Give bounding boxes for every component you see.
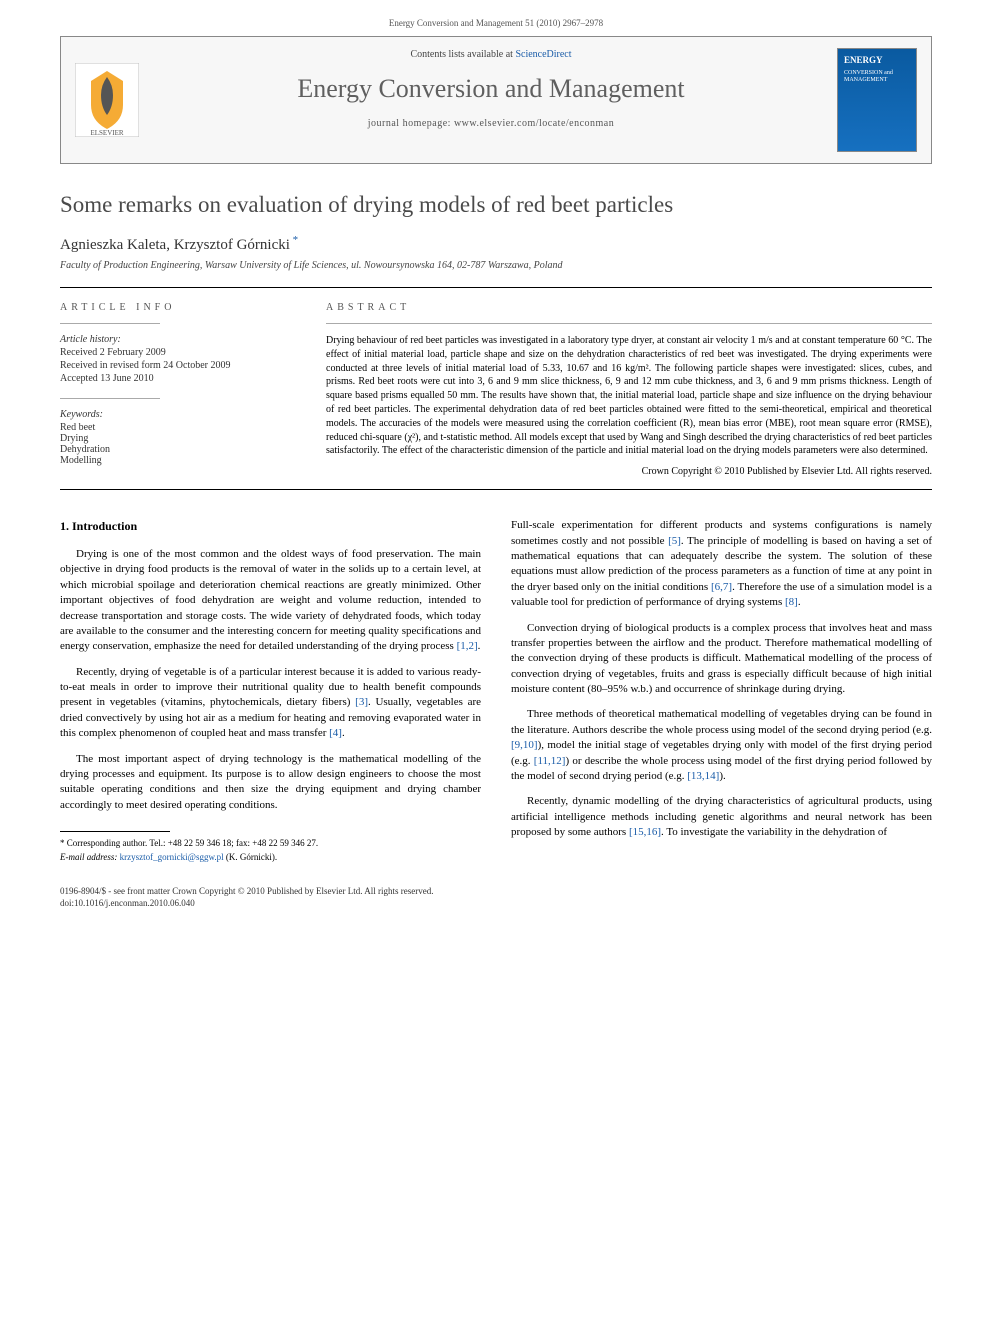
citation-link[interactable]: [13,14] <box>687 770 719 782</box>
email-footnote: E-mail address: krzysztof_gornicki@sggw.… <box>60 852 481 864</box>
cover-title: ENERGY <box>844 55 910 66</box>
paragraph: Full-scale experimentation for different… <box>511 518 932 610</box>
page-header-citation: Energy Conversion and Management 51 (201… <box>0 0 992 36</box>
svg-text:ELSEVIER: ELSEVIER <box>90 129 123 137</box>
paragraph: Recently, drying of vegetable is of a pa… <box>60 665 481 742</box>
authors: Agnieszka Kaleta, Krzysztof Górnicki * <box>60 234 932 254</box>
abstract-heading: ABSTRACT <box>326 302 932 313</box>
citation-link[interactable]: [5] <box>668 535 681 547</box>
keyword: Drying <box>60 433 290 444</box>
right-column: Full-scale experimentation for different… <box>511 518 932 865</box>
paragraph: Three methods of theoretical mathematica… <box>511 707 932 784</box>
keywords-label: Keywords: <box>60 409 290 420</box>
paragraph: Convection drying of biological products… <box>511 621 932 698</box>
citation-link[interactable]: [15,16] <box>629 826 661 838</box>
journal-homepage: journal homepage: www.elsevier.com/locat… <box>161 118 821 129</box>
article-info: ARTICLE INFO Article history: Received 2… <box>60 302 290 477</box>
corresponding-footnote: * Corresponding author. Tel.: +48 22 59 … <box>60 838 481 850</box>
contents-line: Contents lists available at ScienceDirec… <box>161 49 821 60</box>
citation-link[interactable]: [1,2] <box>457 640 478 652</box>
article-title: Some remarks on evaluation of drying mod… <box>60 192 932 218</box>
cover-subtitle: CONVERSION and MANAGEMENT <box>844 70 910 84</box>
section-heading: 1. Introduction <box>60 518 481 535</box>
footnote-separator <box>60 831 170 832</box>
sciencedirect-link[interactable]: ScienceDirect <box>515 49 571 60</box>
citation-link[interactable]: [4] <box>329 727 342 739</box>
citation-link[interactable]: [6,7] <box>711 581 732 593</box>
body-text: 1. Introduction Drying is one of the mos… <box>60 518 932 865</box>
keyword: Red beet <box>60 422 290 433</box>
contents-prefix: Contents lists available at <box>410 49 515 60</box>
history-label: Article history: <box>60 334 290 345</box>
accepted-date: Accepted 13 June 2010 <box>60 373 290 384</box>
citation-link[interactable]: [11,12] <box>534 755 566 767</box>
article-info-heading: ARTICLE INFO <box>60 302 290 313</box>
journal-banner: ELSEVIER Contents lists available at Sci… <box>60 36 932 164</box>
journal-cover-thumb: ENERGY CONVERSION and MANAGEMENT <box>837 48 917 152</box>
keyword: Modelling <box>60 455 290 466</box>
left-column: 1. Introduction Drying is one of the mos… <box>60 518 481 865</box>
abstract-text: Drying behaviour of red beet particles w… <box>326 334 932 458</box>
page-footer: 0196-8904/$ - see front matter Crown Cop… <box>60 886 932 928</box>
affiliation: Faculty of Production Engineering, Warsa… <box>60 260 932 271</box>
citation-link[interactable]: [9,10] <box>511 739 538 751</box>
doi-line: doi:10.1016/j.enconman.2010.06.040 <box>60 898 932 908</box>
citation-link[interactable]: [8] <box>785 596 798 608</box>
abstract-copyright: Crown Copyright © 2010 Published by Else… <box>326 466 932 477</box>
paragraph: The most important aspect of drying tech… <box>60 752 481 814</box>
corresponding-star-icon: * <box>290 234 298 246</box>
revised-date: Received in revised form 24 October 2009 <box>60 360 290 371</box>
email-link[interactable]: krzysztof_gornicki@sggw.pl <box>120 852 224 862</box>
received-date: Received 2 February 2009 <box>60 347 290 358</box>
abstract: ABSTRACT Drying behaviour of red beet pa… <box>326 302 932 477</box>
elsevier-logo: ELSEVIER <box>75 63 139 137</box>
journal-name: Energy Conversion and Management <box>161 74 821 104</box>
paragraph: Recently, dynamic modelling of the dryin… <box>511 794 932 840</box>
citation-link[interactable]: [3] <box>355 696 368 708</box>
keyword: Dehydration <box>60 444 290 455</box>
front-matter-line: 0196-8904/$ - see front matter Crown Cop… <box>60 886 932 896</box>
paragraph: Drying is one of the most common and the… <box>60 547 481 655</box>
